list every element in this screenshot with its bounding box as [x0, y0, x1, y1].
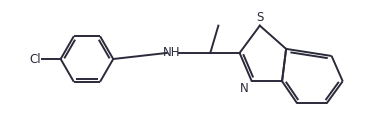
Text: N: N: [240, 82, 249, 95]
Text: NH: NH: [163, 46, 181, 59]
Text: S: S: [256, 11, 263, 24]
Text: Cl: Cl: [30, 53, 42, 66]
